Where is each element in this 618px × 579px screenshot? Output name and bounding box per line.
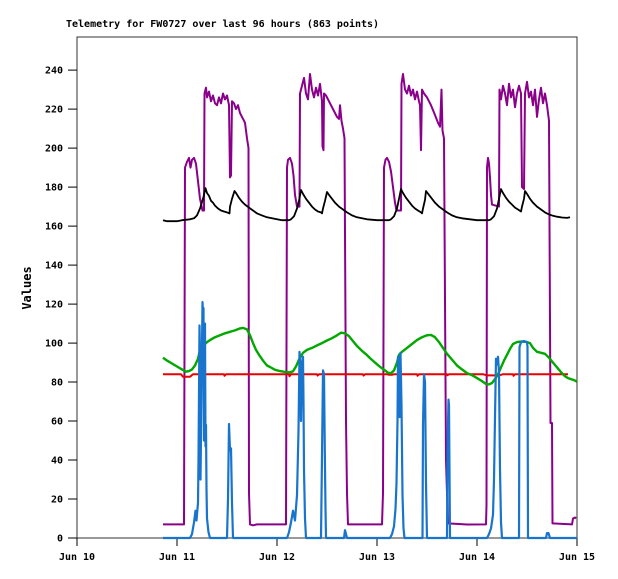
green-series: [162, 326, 578, 386]
y-tick-label: 140: [45, 261, 63, 272]
plot-border: [76, 36, 578, 539]
y-tick-label: 160: [45, 222, 63, 233]
x-tick-label: Jun 12: [259, 552, 295, 563]
chart-title: Telemetry for FW0727 over last 96 hours …: [66, 19, 380, 30]
x-tick-label: Jun 14: [459, 552, 495, 563]
black-series: [162, 187, 571, 223]
y-tick-label: 80: [51, 378, 63, 389]
axes-group: 0 20 40 60 80 100 120 140 160 180 200 220 240 Jun 10 J…: [45, 36, 595, 563]
blue-series: [163, 301, 577, 540]
y-tick-label: 200: [45, 144, 63, 155]
x-tick-label: Jun 11: [159, 552, 195, 563]
y-axis-label: Values: [20, 266, 34, 309]
y-tick-label: 240: [45, 66, 63, 77]
y-tick-label: 60: [51, 417, 63, 428]
y-tick-label: 220: [45, 105, 63, 116]
x-tick-label: Jun 10: [59, 552, 95, 563]
x-tick-label: Jun 13: [359, 552, 395, 563]
series-group: [162, 73, 578, 540]
red-series: [163, 373, 568, 378]
x-tick-label: Jun 15: [559, 552, 595, 563]
y-tick-label: 180: [45, 183, 63, 194]
y-tick-label: 0: [57, 534, 63, 545]
y-tick-label: 100: [45, 339, 63, 350]
purple-series: [163, 73, 577, 527]
y-tick-label: 20: [51, 495, 63, 506]
y-tick-label: 120: [45, 300, 63, 311]
y-tick-label: 40: [51, 456, 63, 467]
